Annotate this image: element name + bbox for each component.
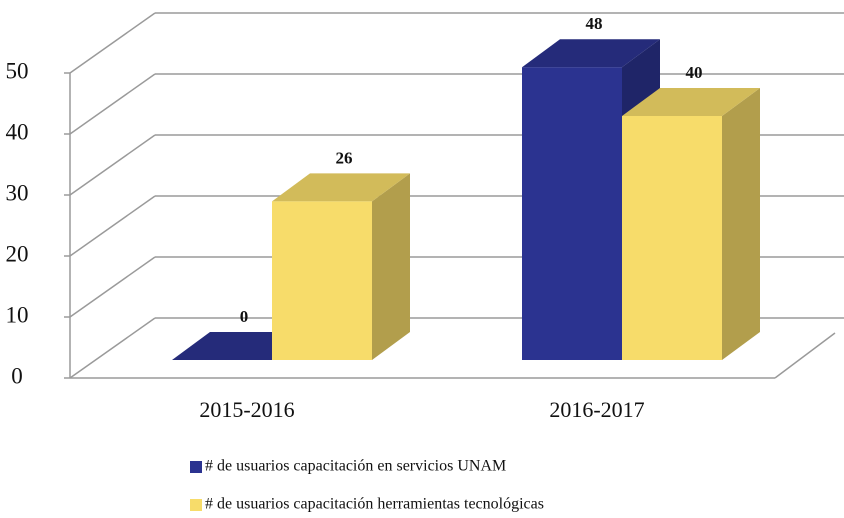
- bar-side: [372, 173, 410, 360]
- value-label: 0: [240, 307, 249, 326]
- legend-label: # de usuarios capacitación en servicios …: [205, 458, 506, 475]
- grid-line: [70, 318, 155, 378]
- y-tick-label: 20: [6, 241, 29, 266]
- y-tick-label: 10: [6, 302, 29, 327]
- grid-line: [70, 135, 155, 195]
- y-tick-label: 0: [11, 363, 23, 388]
- chart: 0 10 20 30 40 50 2015-2016 2016-2017 0 48 # de usu…: [0, 0, 844, 518]
- y-tick-label: 30: [6, 180, 29, 205]
- x-tick-label: 2016-2017: [549, 397, 644, 422]
- axis-line: [775, 333, 835, 378]
- x-tick-label: 2015-2016: [199, 397, 294, 422]
- bar-side: [722, 88, 760, 360]
- legend-swatch: [190, 499, 202, 511]
- value-label: 40: [686, 63, 703, 82]
- grid-line: [70, 74, 155, 134]
- bar: [622, 116, 722, 360]
- bar-group: [272, 173, 410, 360]
- value-label: 26: [336, 148, 353, 167]
- grid-line: [70, 13, 155, 73]
- y-tick-label: 50: [6, 58, 29, 83]
- y-tick-label: 40: [6, 119, 29, 144]
- legend-label: # de usuarios capacitación herramientas …: [205, 496, 544, 513]
- legend-swatch: [190, 461, 202, 473]
- grid-line: [70, 196, 155, 256]
- bar: [522, 67, 622, 360]
- grid-line: [70, 257, 155, 317]
- value-label: 48: [586, 14, 603, 33]
- bar-group: [622, 88, 760, 360]
- bar: [272, 201, 372, 360]
